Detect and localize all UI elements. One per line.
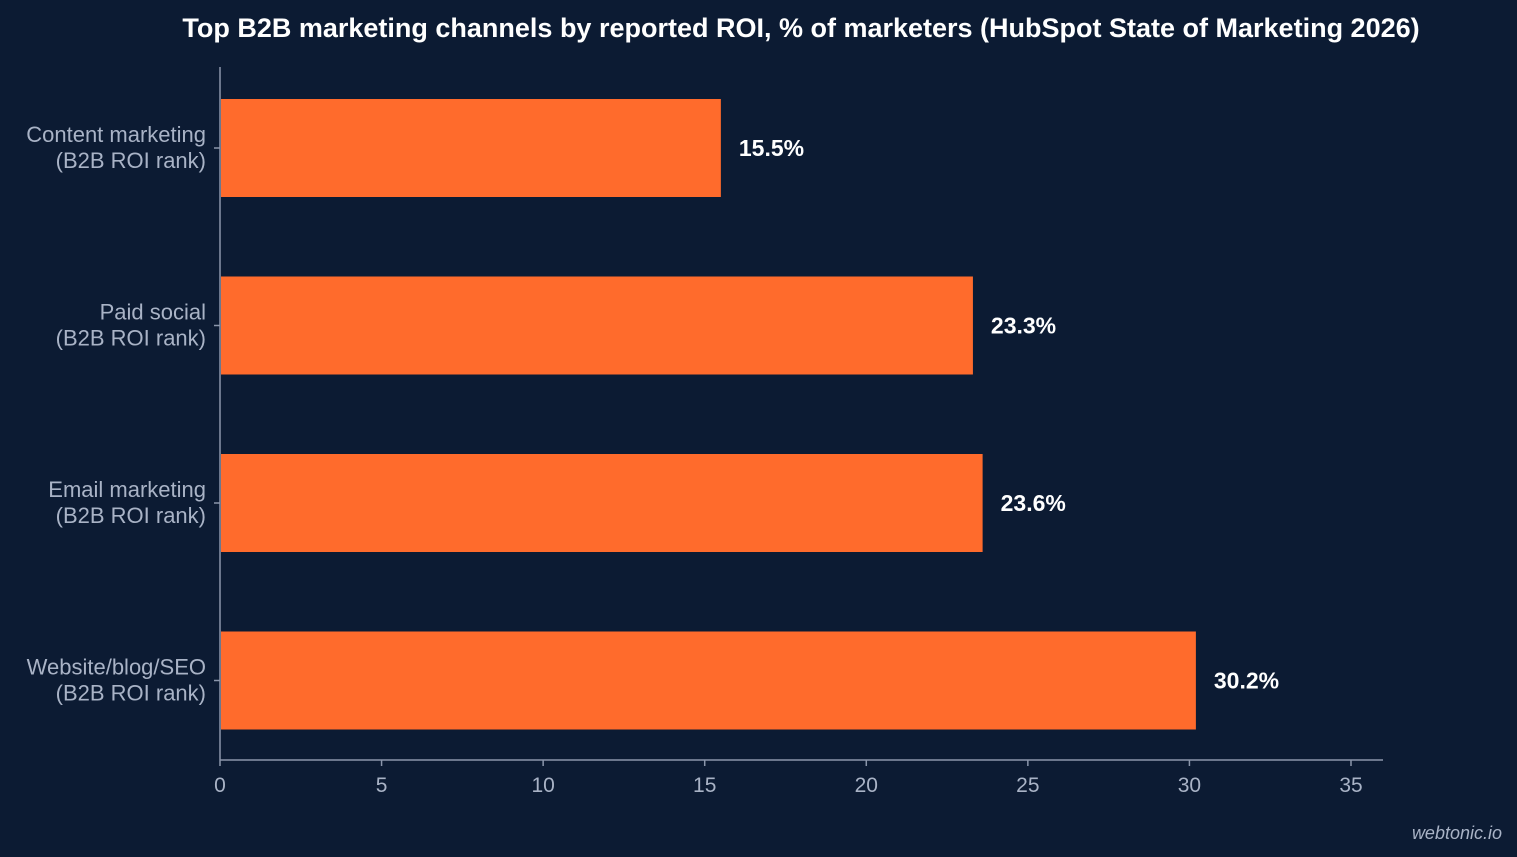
- category-label-line: (B2B ROI rank): [56, 503, 206, 528]
- bar: [221, 454, 983, 552]
- category-label-line: (B2B ROI rank): [56, 326, 206, 351]
- category-label: Paid social (B2B ROI rank): [56, 300, 206, 351]
- bar: [221, 276, 973, 375]
- category-label-line: Content marketing: [26, 122, 206, 147]
- value-label: 30.2%: [1214, 668, 1279, 694]
- x-tick-label: 30: [1178, 774, 1201, 797]
- category-label: Email marketing (B2B ROI rank): [48, 477, 206, 528]
- category-label-line: Email marketing: [48, 477, 206, 502]
- x-tick-label: 5: [376, 774, 388, 797]
- x-tick-label: 25: [1016, 774, 1039, 797]
- bar: [221, 99, 721, 197]
- category-label-line: (B2B ROI rank): [56, 681, 206, 706]
- value-label: 23.3%: [991, 313, 1056, 339]
- value-label: 23.6%: [1001, 490, 1066, 516]
- value-label: 15.5%: [739, 135, 804, 161]
- x-tick-label: 0: [214, 774, 226, 797]
- category-label-line: (B2B ROI rank): [56, 148, 206, 173]
- chart-title: Top B2B marketing channels by reported R…: [182, 13, 1419, 43]
- category-label: Website/blog/SEO (B2B ROI rank): [27, 655, 206, 706]
- category-label-line: Website/blog/SEO: [27, 655, 206, 680]
- category-label: Content marketing (B2B ROI rank): [26, 122, 206, 173]
- bar: [221, 631, 1196, 730]
- x-tick-label: 35: [1339, 774, 1362, 797]
- x-tick-label: 10: [531, 774, 554, 797]
- x-tick-label: 20: [855, 774, 878, 797]
- category-label-line: Paid social: [100, 300, 206, 325]
- watermark: webtonic.io: [1412, 823, 1502, 843]
- x-tick-label: 15: [693, 774, 716, 797]
